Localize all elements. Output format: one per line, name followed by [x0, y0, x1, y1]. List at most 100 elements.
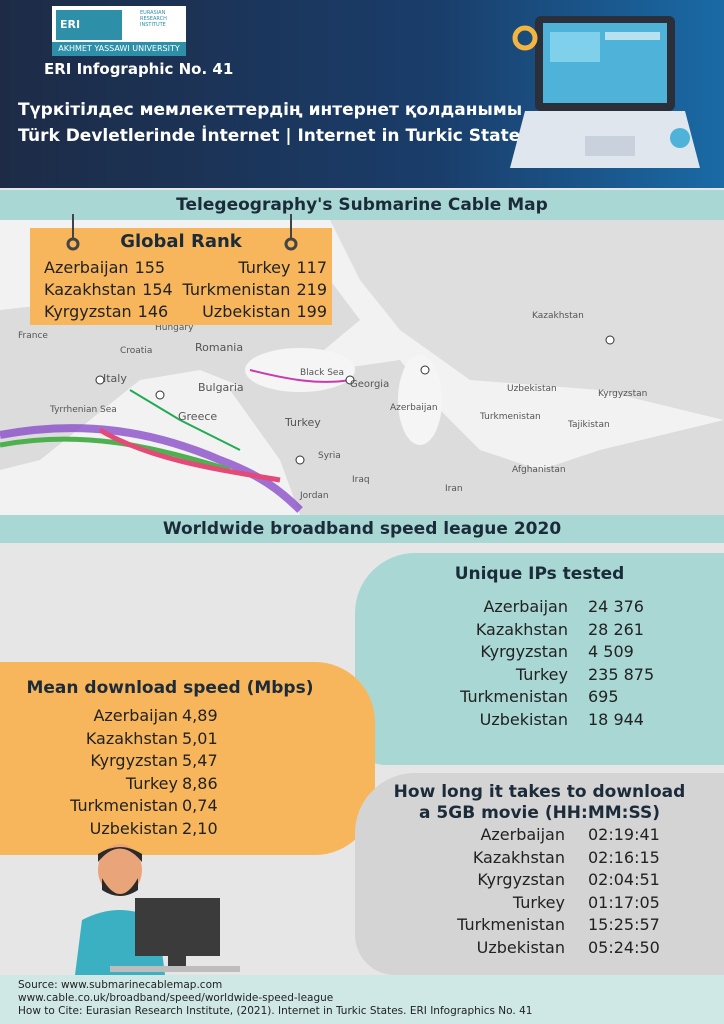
map-label: France [18, 331, 48, 341]
rank-country: Turkmenistan [182, 280, 291, 299]
footer-text: Source: www.submarinecablemap.com www.cab… [18, 979, 532, 1018]
row-value: 02:04:51 [588, 870, 660, 890]
row-value: 235 875 [588, 664, 655, 684]
map-label: Black Sea [300, 368, 344, 378]
row-label: Turkey [125, 773, 178, 793]
row-value: 05:24:50 [588, 938, 660, 957]
row-value: 4,89 [182, 706, 218, 725]
row-label: Kyrgyzstan [477, 870, 565, 890]
row-label: Kyrgyzstan [480, 642, 568, 662]
row-value: 28 261 [588, 619, 644, 639]
row-label: Kazakhstan [85, 728, 178, 748]
map-label: Hungary [155, 323, 194, 333]
rank-row: Kyrgyzstan 146 [44, 302, 168, 321]
row-value: 2,10 [182, 819, 218, 838]
logo-text: EURASIAN [140, 10, 166, 16]
row-label: Azerbaijan [483, 597, 568, 616]
row-label: Turkey [515, 664, 568, 684]
map-label: Italy [103, 372, 127, 385]
row-value: 15:25:57 [588, 915, 660, 935]
unique-ips-box [355, 553, 724, 765]
row-label: Turkmenistan [460, 687, 568, 707]
rank-value: 117 [296, 258, 327, 277]
rank-value: 154 [142, 280, 173, 299]
row-value: 01:17:05 [588, 892, 660, 912]
title-kz: Түркітілдес мемлекеттердің интернет қолд… [18, 100, 523, 120]
rank-value: 219 [296, 280, 327, 299]
row-value: 02:19:41 [588, 825, 660, 844]
rank-country: Kazakhstan [44, 280, 137, 299]
box-title-line: How long it takes to download [393, 782, 686, 802]
row-value: 5,01 [182, 728, 218, 748]
box-title-line: a 5GB movie (HH:MM:SS) [419, 803, 660, 823]
row-label: Kazakhstan [475, 619, 568, 639]
rank-row: Azerbaijan 155 [44, 258, 165, 277]
map-label: Bulgaria [198, 381, 244, 394]
rank-value: 199 [296, 302, 327, 321]
logo-text: RESEARCH [140, 16, 167, 22]
rank-row: Turkey 117 [238, 258, 327, 277]
box-title: Mean download speed (Mbps) [26, 678, 314, 698]
row-label: Uzbekistan [89, 819, 178, 838]
map-label: Croatia [120, 346, 153, 356]
logo-university: AKHMET YASSAWI UNIVERSITY [52, 42, 186, 56]
laptop-illustration [510, 16, 700, 168]
row-label: Turkmenistan [457, 915, 565, 935]
row-value: 24 376 [588, 597, 644, 616]
map-label: Afghanistan [512, 465, 566, 475]
map-label: Tyrrhenian Sea [50, 405, 117, 415]
row-label: Turkey [512, 892, 565, 912]
rank-country: Uzbekistan [202, 302, 291, 321]
section-title: Worldwide broadband speed league 2020 [0, 515, 724, 543]
title-tr-en: Türk Devletlerinde İnternet | Internet i… [18, 126, 531, 146]
row-label: Kazakhstan [472, 847, 565, 867]
logo: ERI EURASIAN RESEARCH INSTITUTE AKHMET YAS… [52, 6, 186, 56]
map-label: Uzbekistan [507, 384, 557, 394]
box-title: How long it takes to download a 5GB movie… [355, 782, 724, 824]
map-label: Jordan [300, 491, 329, 501]
box-title: Unique IPs tested [454, 564, 625, 584]
map-label: Greece [178, 410, 218, 423]
map-label: Kazakhstan [532, 311, 584, 321]
global-rank-box [30, 228, 332, 325]
rank-value: 146 [137, 302, 169, 321]
row-value: 0,74 [182, 796, 218, 816]
logo-short: ERI [60, 18, 81, 31]
rank-country: Turkey [238, 258, 291, 277]
footer-line: www.cable.co.uk/broadband/speed/worldwid… [18, 992, 334, 1004]
row-label: Azerbaijan [93, 706, 178, 725]
row-value: 4 509 [588, 642, 634, 662]
row-label: Uzbekistan [479, 710, 568, 729]
row-value: 8,86 [182, 773, 218, 793]
map-label: Turkey [285, 416, 321, 429]
footer-line: How to Cite: Eurasian Research Institute… [18, 1005, 533, 1017]
logo-text: INSTITUTE [140, 22, 166, 28]
rank-row: Turkmenistan 219 [183, 280, 327, 299]
rank-row: Kazakhstan 154 [44, 280, 173, 299]
map-label: Tajikistan [568, 420, 610, 430]
rank-row: Uzbekistan 199 [202, 302, 327, 321]
download-time-box [355, 773, 724, 975]
row-value: 695 [588, 687, 619, 707]
rank-value: 155 [134, 258, 166, 277]
rank-country: Kyrgyzstan [44, 302, 132, 321]
section-title: Telegeography's Submarine Cable Map [0, 190, 724, 220]
row-value: 02:16:15 [588, 847, 660, 867]
person-illustration [75, 844, 240, 975]
map-label: Turkmenistan [480, 412, 541, 422]
mean-download-box [0, 662, 375, 855]
row-label: Kyrgyzstan [90, 751, 178, 771]
footer-line: Source: www.submarinecablemap.com [18, 979, 223, 991]
logo-institute: EURASIAN RESEARCH INSTITUTE [140, 10, 167, 28]
footer [0, 975, 724, 1024]
series-label: ERI Infographic No. 41 [44, 60, 234, 78]
map-label: Iran [445, 484, 463, 494]
row-value: 18 944 [588, 710, 644, 729]
row-value: 5,47 [182, 751, 218, 771]
global-rank-title: Global Rank [120, 231, 242, 252]
map-label: Romania [195, 341, 244, 354]
row-label: Uzbekistan [476, 938, 565, 957]
map-label: Azerbaijan [390, 403, 438, 413]
map-label: Georgia [350, 379, 390, 390]
map-label: Iraq [352, 475, 370, 485]
